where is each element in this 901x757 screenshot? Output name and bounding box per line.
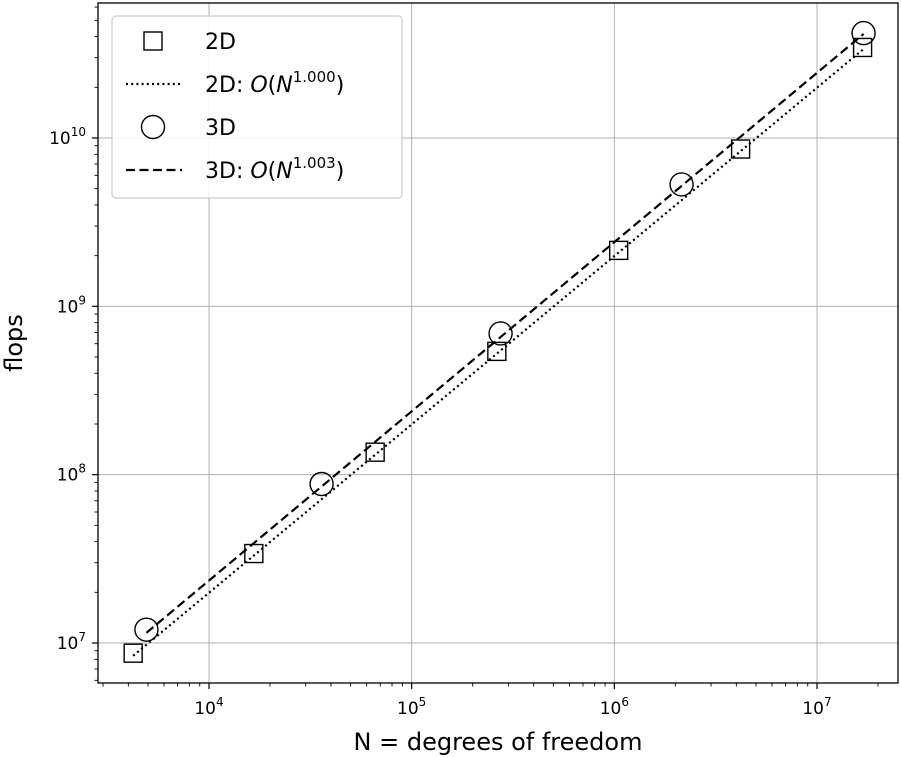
point-2d xyxy=(608,240,629,261)
point-2d xyxy=(852,37,873,58)
legend-label: 3D: O(N1.003) xyxy=(205,154,344,184)
legend-square-marker xyxy=(143,31,163,51)
point-2d xyxy=(123,643,143,663)
legend-circle-marker xyxy=(140,114,166,140)
fit-line-2d xyxy=(132,48,864,657)
y-tick-label: 1010 xyxy=(49,125,86,149)
point-3d xyxy=(851,20,876,46)
x-tick-label: 105 xyxy=(397,695,426,719)
fit-line-3d xyxy=(145,33,865,634)
plot-frame xyxy=(97,2,899,684)
series-layer xyxy=(123,20,876,663)
x-tick-label: 106 xyxy=(600,695,629,719)
x-tick-label: 104 xyxy=(194,695,223,719)
x-tick-label: 107 xyxy=(802,695,831,719)
y-tick-label: 109 xyxy=(57,293,86,317)
point-2d xyxy=(487,341,507,362)
legend: 2D 2D: O(N1.000) 3D 3D: O(N1.003) xyxy=(111,15,403,199)
y-tick-label: 107 xyxy=(57,630,86,654)
point-2d xyxy=(365,442,385,462)
legend-label: 2D: O(N1.000) xyxy=(205,68,344,98)
point-3d xyxy=(488,321,513,346)
point-3d xyxy=(669,172,694,197)
x-axis-label: N = degrees of freedom xyxy=(354,728,643,756)
legend-label: 3D xyxy=(205,116,236,141)
point-3d xyxy=(309,471,334,497)
point-3d xyxy=(134,617,159,642)
ticks: 104 105 106 107 107 108 109 1010 xyxy=(49,6,879,719)
point-2d xyxy=(244,543,264,564)
y-axis-label: flops xyxy=(0,314,28,372)
point-2d xyxy=(730,139,751,159)
legend-label: 2D xyxy=(205,30,236,55)
y-tick-label: 108 xyxy=(57,462,86,486)
legend-box xyxy=(111,15,403,199)
